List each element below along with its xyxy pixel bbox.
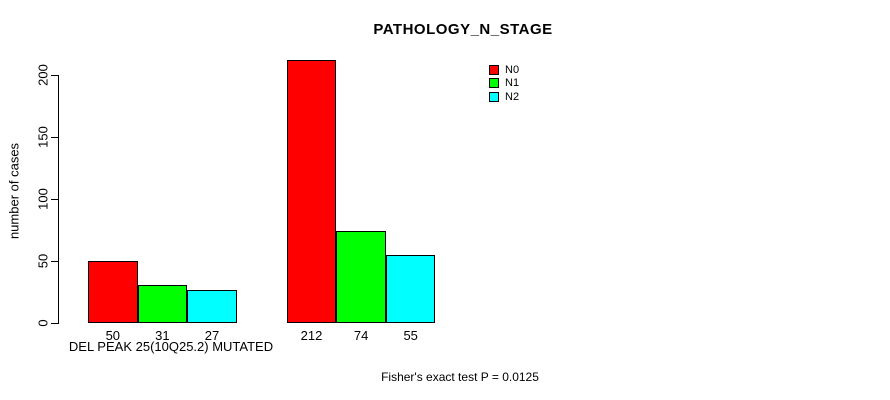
legend-label-N0: N0 (505, 64, 520, 76)
y-tick-mark (51, 323, 58, 324)
bar-value-group1-N0: 50 (105, 327, 121, 343)
y-tick-mark (51, 137, 58, 138)
bar-value-group1-N2: 27 (204, 327, 220, 343)
chart-title: PATHOLOGY_N_STAGE (373, 21, 553, 38)
legend-swatch-N0 (489, 65, 499, 75)
y-tick-label: 200 (35, 64, 51, 86)
bar-group2-N0 (286, 60, 337, 323)
bar-group1-N2 (187, 289, 237, 323)
legend-label-N1: N1 (505, 77, 520, 90)
y-tick-label: 150 (35, 126, 51, 148)
y-tick-mark (51, 75, 58, 76)
y-tick-label: 0 (35, 319, 51, 327)
bar-value-group2-N1: 74 (353, 327, 369, 343)
bar-group2-N2 (385, 254, 436, 323)
bar-value-group2-N0: 212 (300, 327, 323, 343)
legend-label-N2: N2 (505, 90, 520, 103)
bar-group1-N1 (137, 284, 188, 323)
legend-swatch-N1 (489, 78, 499, 89)
y-tick-label: 50 (35, 253, 51, 269)
legend-swatch-N2 (489, 91, 499, 102)
y-tick-mark (51, 261, 58, 262)
bar-group1-N0 (88, 261, 138, 323)
bar-value-group2-N2: 55 (403, 327, 418, 343)
bar-value-group1-N1: 31 (155, 327, 170, 343)
y-tick-label: 100 (35, 188, 51, 210)
y-tick-mark (51, 199, 58, 200)
y-axis-label: number of cases (6, 142, 22, 240)
y-axis-line (58, 75, 59, 324)
bar-group2-N1 (336, 231, 386, 323)
annotation-fisher-test: Fisher's exact test P = 0.0125 (381, 370, 539, 384)
x-group-label: DEL PEAK 25(10Q25.2) MUTATED (68, 339, 274, 354)
